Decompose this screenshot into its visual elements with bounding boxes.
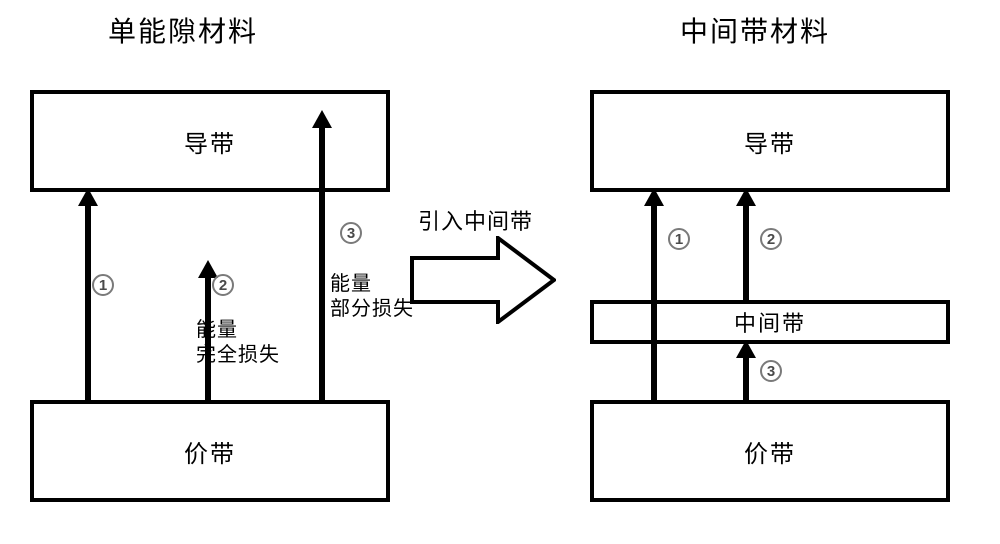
right-valence-label: 价带 [744,434,796,469]
right-arrow-3-num: 3 [760,360,782,382]
transition-label: 引入中间带 [418,204,533,236]
left-arrow-1 [78,188,98,400]
left-arrow-1-num: 1 [92,274,114,296]
right-conduction-band: 导带 [590,90,950,192]
left-valence-band: 价带 [30,400,390,502]
right-intermediate-label: 中间带 [734,306,806,338]
right-arrow-3 [736,340,756,400]
left-arrow-2-num: 2 [212,274,234,296]
transition-arrow-icon [410,236,556,329]
left-conduction-label: 导带 [184,124,236,159]
left-arrow-3 [312,110,332,400]
right-arrow-2-num: 2 [760,228,782,250]
right-arrow-1-num: 1 [668,228,690,250]
left-valence-label: 价带 [184,434,236,469]
right-valence-band: 价带 [590,400,950,502]
left-conduction-band: 导带 [30,90,390,192]
right-title: 中间带材料 [680,10,830,50]
left-title: 单能隙材料 [108,10,258,50]
right-conduction-label: 导带 [744,124,796,159]
left-arrow-2-note: 能量 完全损失 [196,318,280,368]
right-arrow-1 [644,188,664,400]
left-arrow-3-note: 能量 部分损失 [330,272,414,322]
right-arrow-2 [736,188,756,300]
left-arrow-3-num: 3 [340,222,362,244]
